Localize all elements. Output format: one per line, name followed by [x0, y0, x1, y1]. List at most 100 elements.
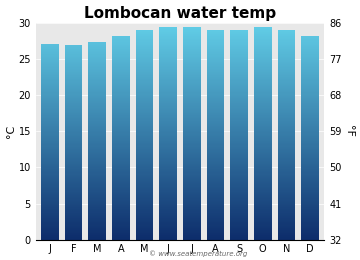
Bar [88, 101, 106, 102]
Bar [183, 74, 201, 75]
Bar [183, 124, 201, 125]
Bar [183, 69, 201, 70]
Bar [254, 168, 272, 169]
Bar [41, 197, 59, 198]
Bar [207, 43, 224, 44]
Bar [301, 81, 319, 82]
Bar [159, 201, 177, 202]
Bar [183, 214, 201, 215]
Bar [112, 202, 130, 203]
Bar [230, 81, 248, 82]
Bar [301, 55, 319, 56]
Bar [254, 77, 272, 78]
Bar [230, 65, 248, 66]
Bar [183, 201, 201, 202]
Bar [88, 69, 106, 70]
Bar [159, 137, 177, 138]
Bar [278, 151, 295, 152]
Bar [254, 141, 272, 142]
Bar [301, 129, 319, 130]
Bar [41, 202, 59, 203]
Bar [278, 42, 295, 43]
Bar [88, 44, 106, 45]
Bar [65, 183, 82, 184]
Bar [301, 197, 319, 198]
Bar [230, 211, 248, 212]
Bar [41, 146, 59, 148]
Bar [88, 117, 106, 118]
Bar [65, 98, 82, 99]
Bar [278, 164, 295, 165]
Bar [183, 126, 201, 127]
Bar [159, 175, 177, 176]
Bar [207, 214, 224, 215]
Bar [65, 87, 82, 88]
Bar [207, 237, 224, 238]
Bar [183, 59, 201, 60]
Bar [254, 48, 272, 49]
Bar [88, 229, 106, 230]
Bar [159, 110, 177, 111]
Bar [136, 84, 153, 85]
Bar [301, 153, 319, 154]
Bar [207, 179, 224, 180]
Bar [65, 202, 82, 203]
Bar [278, 210, 295, 211]
Bar [207, 169, 224, 170]
Bar [254, 219, 272, 220]
Bar [230, 219, 248, 220]
Bar [159, 176, 177, 177]
Bar [301, 238, 319, 239]
Bar [230, 195, 248, 196]
Bar [230, 181, 248, 182]
Bar [41, 172, 59, 174]
Bar [207, 93, 224, 95]
Bar [230, 144, 248, 145]
Bar [136, 113, 153, 114]
Bar [254, 202, 272, 203]
Bar [254, 50, 272, 51]
Bar [159, 136, 177, 137]
Bar [254, 110, 272, 111]
Bar [254, 228, 272, 229]
Bar [301, 98, 319, 99]
Bar [41, 186, 59, 188]
Bar [112, 197, 130, 198]
Bar [278, 117, 295, 118]
Bar [301, 49, 319, 50]
Bar [254, 112, 272, 113]
Bar [278, 177, 295, 178]
Bar [41, 71, 59, 72]
Bar [183, 181, 201, 182]
Bar [136, 48, 153, 49]
Bar [301, 52, 319, 53]
Bar [207, 223, 224, 224]
Bar [301, 47, 319, 48]
Bar [207, 99, 224, 100]
Bar [301, 186, 319, 188]
Bar [159, 218, 177, 219]
Bar [301, 93, 319, 95]
Bar [301, 198, 319, 199]
Bar [88, 207, 106, 208]
Bar [183, 62, 201, 63]
Bar [88, 203, 106, 204]
Bar [207, 58, 224, 59]
Bar [183, 135, 201, 136]
Bar [41, 229, 59, 230]
Bar [41, 61, 59, 62]
Bar [207, 55, 224, 56]
Bar [301, 70, 319, 71]
Bar [112, 214, 130, 215]
Bar [230, 61, 248, 62]
Bar [112, 233, 130, 234]
Bar [88, 116, 106, 117]
Bar [301, 172, 319, 174]
Bar [301, 168, 319, 169]
Bar [301, 123, 319, 124]
Bar [41, 75, 59, 76]
Bar [183, 56, 201, 57]
Bar [230, 207, 248, 208]
Bar [41, 78, 59, 79]
Bar [65, 86, 82, 87]
